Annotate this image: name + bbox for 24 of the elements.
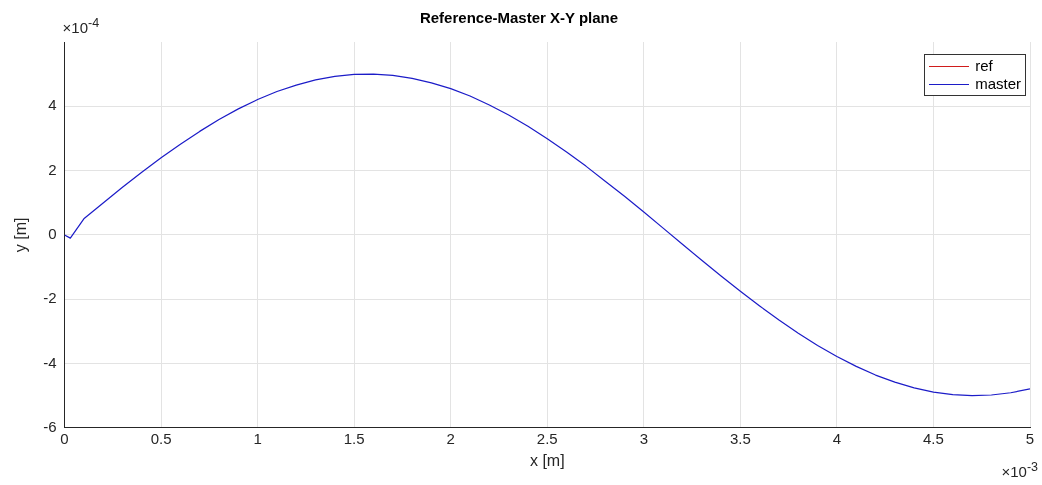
y-tick-label: -2 — [43, 289, 57, 307]
x-tick-label: 1 — [253, 429, 262, 447]
text: ×10$^{-3}$ — [1001, 459, 1038, 480]
y-tick-label: -4 — [43, 353, 57, 371]
x-tick-label: 0.5 — [150, 429, 172, 447]
x-tick-label: 2 — [446, 429, 455, 447]
x-tick-label: 2.5 — [536, 429, 558, 447]
legend-label: master — [975, 75, 1021, 93]
y-tick-label: 2 — [48, 160, 57, 178]
x-tick-label: 4.5 — [923, 429, 944, 447]
x-axis-title: x [m] — [529, 451, 565, 469]
y-axis-title: y [m] — [12, 217, 30, 253]
x-tick-label: 5 — [1025, 429, 1035, 447]
x-tick-label: 0 — [60, 429, 69, 447]
y-tick-label: 0 — [48, 225, 57, 243]
y-tick-label: -6 — [43, 417, 57, 435]
text: ×10$^{-4}$ — [62, 16, 100, 36]
y-tick-label: 4 — [48, 96, 57, 114]
x-tick-label: 3.5 — [729, 429, 751, 447]
x-tick-label: 3 — [639, 429, 648, 447]
legend-label: ref — [975, 57, 993, 75]
chart-title: Reference-Master X-Y plane — [419, 9, 619, 27]
x-tick-label: 4 — [832, 429, 842, 447]
x-tick-label: 1.5 — [343, 429, 365, 447]
